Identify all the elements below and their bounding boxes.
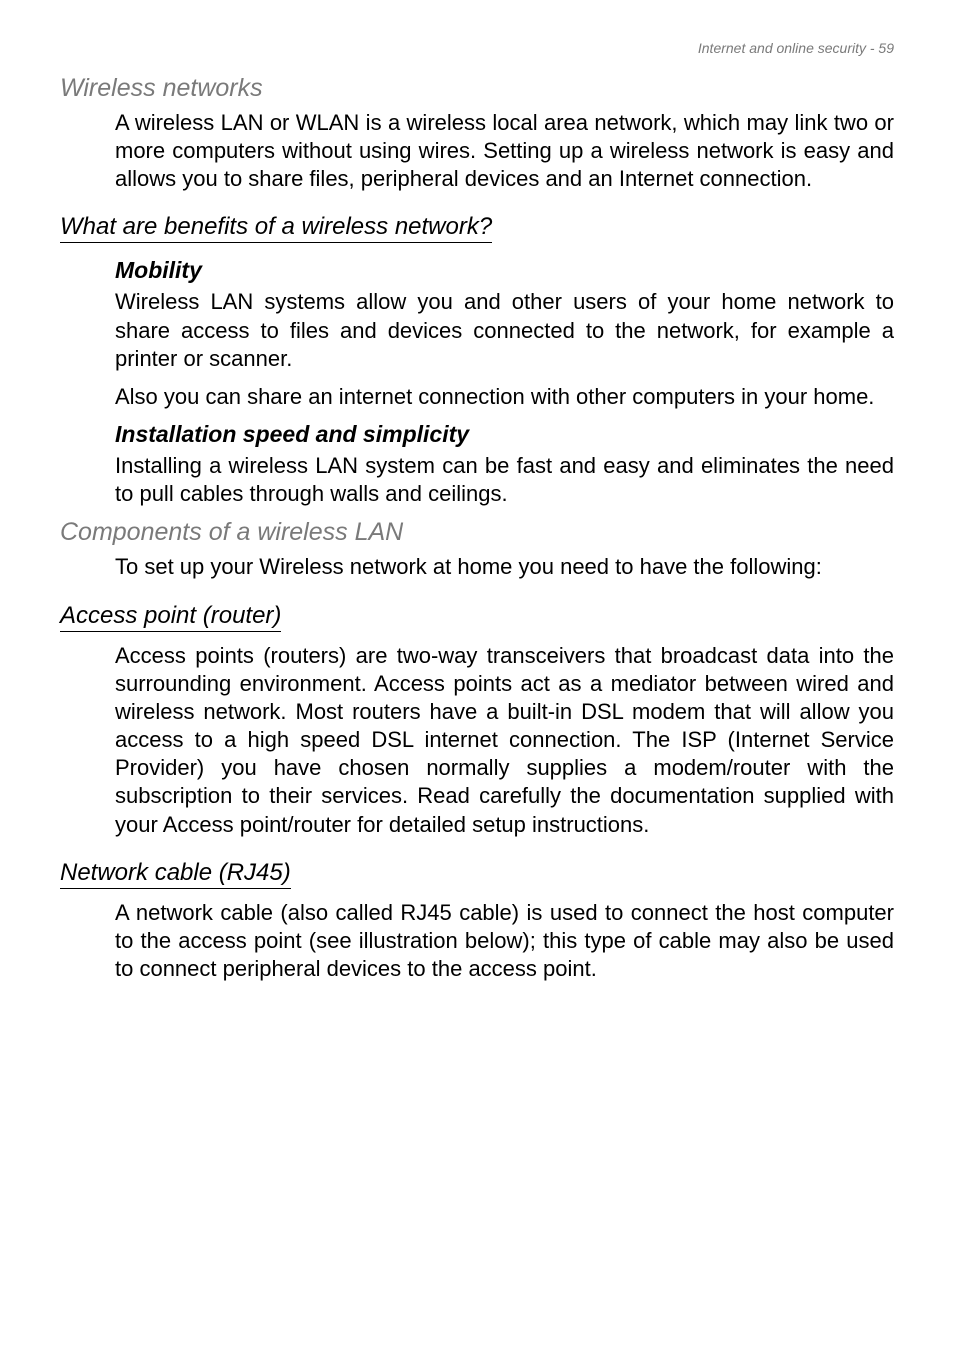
body-text: To set up your Wireless network at home … [115, 553, 894, 581]
body-text: Wireless LAN systems allow you and other… [115, 288, 894, 372]
section-title-network-cable: Network cable (RJ45) [60, 859, 291, 889]
section-title-wireless: Wireless networks [60, 74, 894, 103]
body-text: A wireless LAN or WLAN is a wireless loc… [115, 109, 894, 193]
page: Internet and online security - 59 Wirele… [0, 0, 954, 1352]
body-text: A network cable (also called RJ45 cable)… [115, 899, 894, 983]
section-title-benefits: What are benefits of a wireless network? [60, 213, 492, 243]
page-header: Internet and online security - 59 [60, 40, 894, 56]
body-text: Installing a wireless LAN system can be … [115, 452, 894, 508]
subtitle-mobility: Mobility [115, 257, 894, 284]
section-title-access-point: Access point (router) [60, 602, 281, 632]
subtitle-installation: Installation speed and simplicity [115, 421, 894, 448]
body-text: Also you can share an internet connectio… [115, 383, 894, 411]
body-text: Access points (routers) are two-way tran… [115, 642, 894, 839]
section-title-components: Components of a wireless LAN [60, 518, 894, 547]
